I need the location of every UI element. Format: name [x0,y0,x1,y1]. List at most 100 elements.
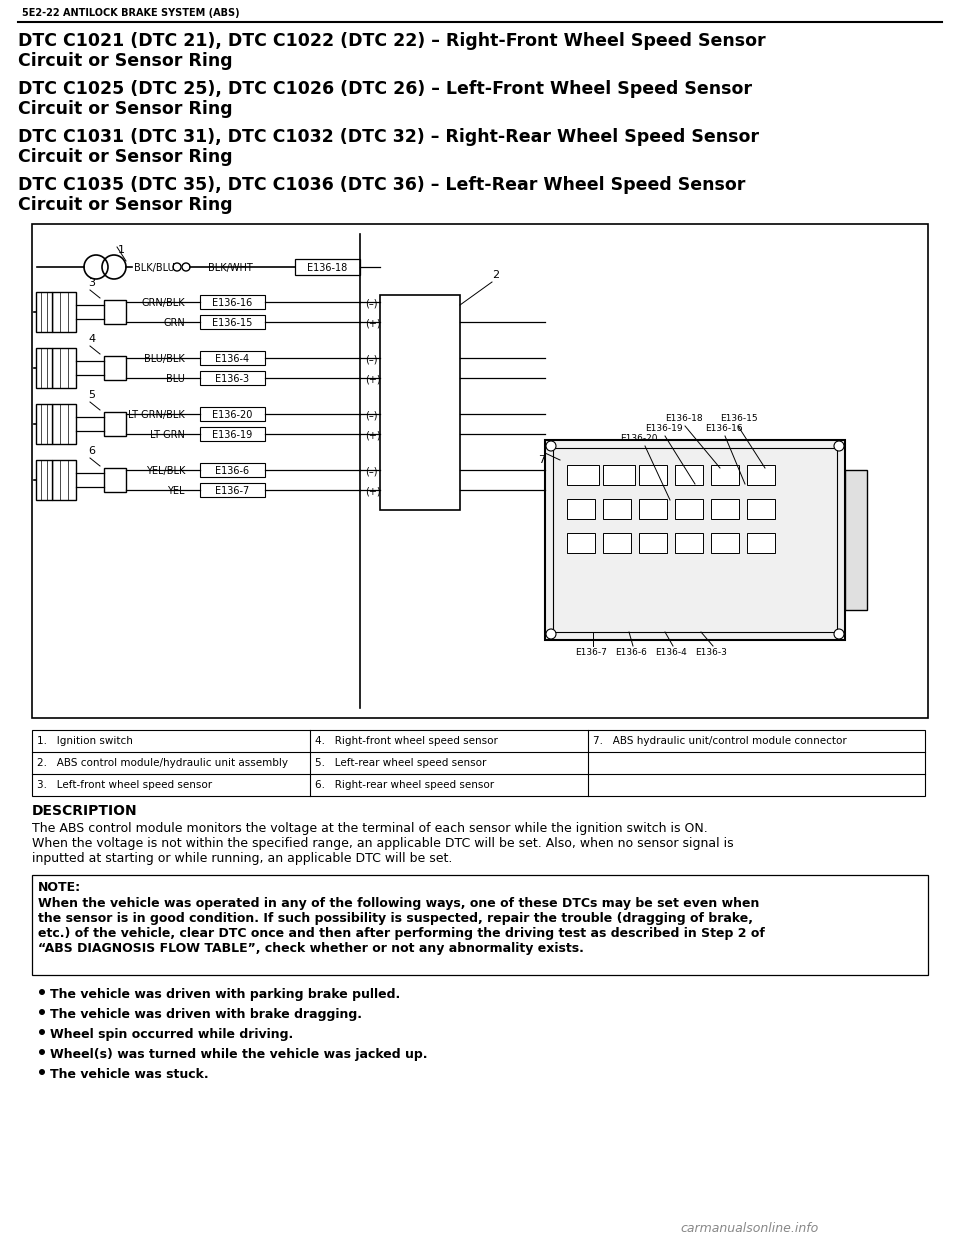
Text: Wheel spin occurred while driving.: Wheel spin occurred while driving. [50,1028,293,1041]
Text: GRN: GRN [163,317,185,329]
Bar [36,291,52,332]
Text: Circuit or Sensor Ring: Circuit or Sensor Ring [18,148,232,165]
Text: E136-20: E136-20 [620,433,658,443]
Text: (–): (–) [365,298,377,308]
Bar [295,259,360,275]
Text: The vehicle was driven with parking brake pulled.: The vehicle was driven with parking brak… [50,988,400,1002]
Text: DTC C1025 (DTC 25), DTC C1026 (DTC 26) – Left-Front Wheel Speed Sensor: DTC C1025 (DTC 25), DTC C1026 (DTC 26) –… [18,80,752,98]
Bar [200,427,265,441]
Text: carmanualsonline.info: carmanualsonline.info [680,1221,818,1235]
Circle shape [39,1009,45,1015]
Bar [52,459,76,500]
Bar [845,471,867,610]
Text: DTC C1021 (DTC 21), DTC C1022 (DTC 22) – Right-Front Wheel Speed Sensor: DTC C1021 (DTC 21), DTC C1022 (DTC 22) –… [18,32,766,49]
Text: 3: 3 [88,278,95,288]
Bar [36,404,52,445]
Text: Wheel(s) was turned while the vehicle was jacked up.: Wheel(s) was turned while the vehicle wa… [50,1049,427,1061]
Bar [200,295,265,309]
Bar [711,466,739,485]
Bar [675,499,703,519]
Circle shape [546,629,556,638]
Text: (–): (–) [365,354,377,364]
Text: etc.) of the vehicle, clear DTC once and then after performing the driving test : etc.) of the vehicle, clear DTC once and… [38,927,765,940]
Text: BLU/BLK: BLU/BLK [144,354,185,364]
Text: E136-4: E136-4 [655,648,686,657]
Text: E136-4: E136-4 [215,354,250,364]
Text: 1: 1 [118,245,125,254]
Circle shape [546,441,556,451]
Text: “ABS DIAGNOSIS FLOW TABLE”, check whether or not any abnormality exists.: “ABS DIAGNOSIS FLOW TABLE”, check whethe… [38,942,584,955]
Bar [36,348,52,388]
Text: E136-15: E136-15 [720,414,757,424]
Text: 6: 6 [88,446,95,456]
Text: E136-20: E136-20 [212,410,252,420]
Text: E136-19: E136-19 [212,430,252,440]
Bar [711,534,739,553]
Circle shape [39,1029,45,1035]
Circle shape [39,989,45,995]
Bar [639,534,667,553]
Text: 5: 5 [88,390,95,400]
Bar [639,499,667,519]
Text: 5.   Left-rear wheel speed sensor: 5. Left-rear wheel speed sensor [315,758,487,768]
Bar [603,466,635,485]
Bar [52,404,76,445]
Bar [603,499,631,519]
Text: The ABS control module monitors the voltage at the terminal of each sensor while: The ABS control module monitors the volt… [32,823,708,835]
Text: 4: 4 [88,333,95,345]
Bar [200,463,265,477]
Text: E136-16: E136-16 [212,298,252,308]
Text: E136-15: E136-15 [212,317,252,329]
Bar [36,459,52,500]
Text: GRN/BLK: GRN/BLK [141,298,185,308]
Text: YEL: YEL [167,487,185,496]
Text: (–): (–) [365,410,377,420]
Text: 5E2-22 ANTILOCK BRAKE SYSTEM (ABS): 5E2-22 ANTILOCK BRAKE SYSTEM (ABS) [22,7,240,19]
Bar [675,534,703,553]
Text: BLU: BLU [166,374,185,384]
Text: 1.   Ignition switch: 1. Ignition switch [37,736,132,746]
Text: E136-18: E136-18 [665,414,703,424]
Bar [104,300,126,324]
Text: E136-3: E136-3 [215,374,250,384]
Text: the sensor is in good condition. If such possibility is suspected, repair the tr: the sensor is in good condition. If such… [38,911,753,925]
Bar [32,876,928,974]
Bar [711,499,739,519]
Bar [675,466,703,485]
Bar [567,534,595,553]
Text: Circuit or Sensor Ring: Circuit or Sensor Ring [18,52,232,70]
Bar [747,499,775,519]
Bar [32,730,925,797]
Text: (+): (+) [365,374,380,384]
Text: E136-3: E136-3 [695,648,727,657]
Text: (+): (+) [365,487,380,496]
Bar [104,356,126,380]
Circle shape [834,441,844,451]
Bar [567,466,599,485]
Bar [747,534,775,553]
Bar [553,448,837,632]
Bar [545,440,845,640]
Bar [639,466,667,485]
Text: E136-19: E136-19 [645,424,683,433]
Text: 2.   ABS control module/hydraulic unit assembly: 2. ABS control module/hydraulic unit ass… [37,758,288,768]
Bar [200,483,265,496]
Text: 6.   Right-rear wheel speed sensor: 6. Right-rear wheel speed sensor [315,781,494,790]
Text: Circuit or Sensor Ring: Circuit or Sensor Ring [18,196,232,214]
Text: (+): (+) [365,317,380,329]
Bar [567,499,595,519]
Bar [380,295,460,510]
Bar [747,466,775,485]
Circle shape [39,1049,45,1055]
Text: inputted at starting or while running, an applicable DTC will be set.: inputted at starting or while running, a… [32,852,452,864]
Text: BLK/BLU: BLK/BLU [134,263,175,273]
Bar [200,351,265,366]
Text: BLK/WHT: BLK/WHT [207,263,252,273]
Bar [200,315,265,329]
Text: E136-7: E136-7 [215,487,250,496]
Text: DTC C1035 (DTC 35), DTC C1036 (DTC 36) – Left-Rear Wheel Speed Sensor: DTC C1035 (DTC 35), DTC C1036 (DTC 36) –… [18,177,745,194]
Bar [52,291,76,332]
Bar [104,468,126,492]
Text: 3.   Left-front wheel speed sensor: 3. Left-front wheel speed sensor [37,781,212,790]
Text: When the vehicle was operated in any of the following ways, one of these DTCs ma: When the vehicle was operated in any of … [38,897,759,910]
